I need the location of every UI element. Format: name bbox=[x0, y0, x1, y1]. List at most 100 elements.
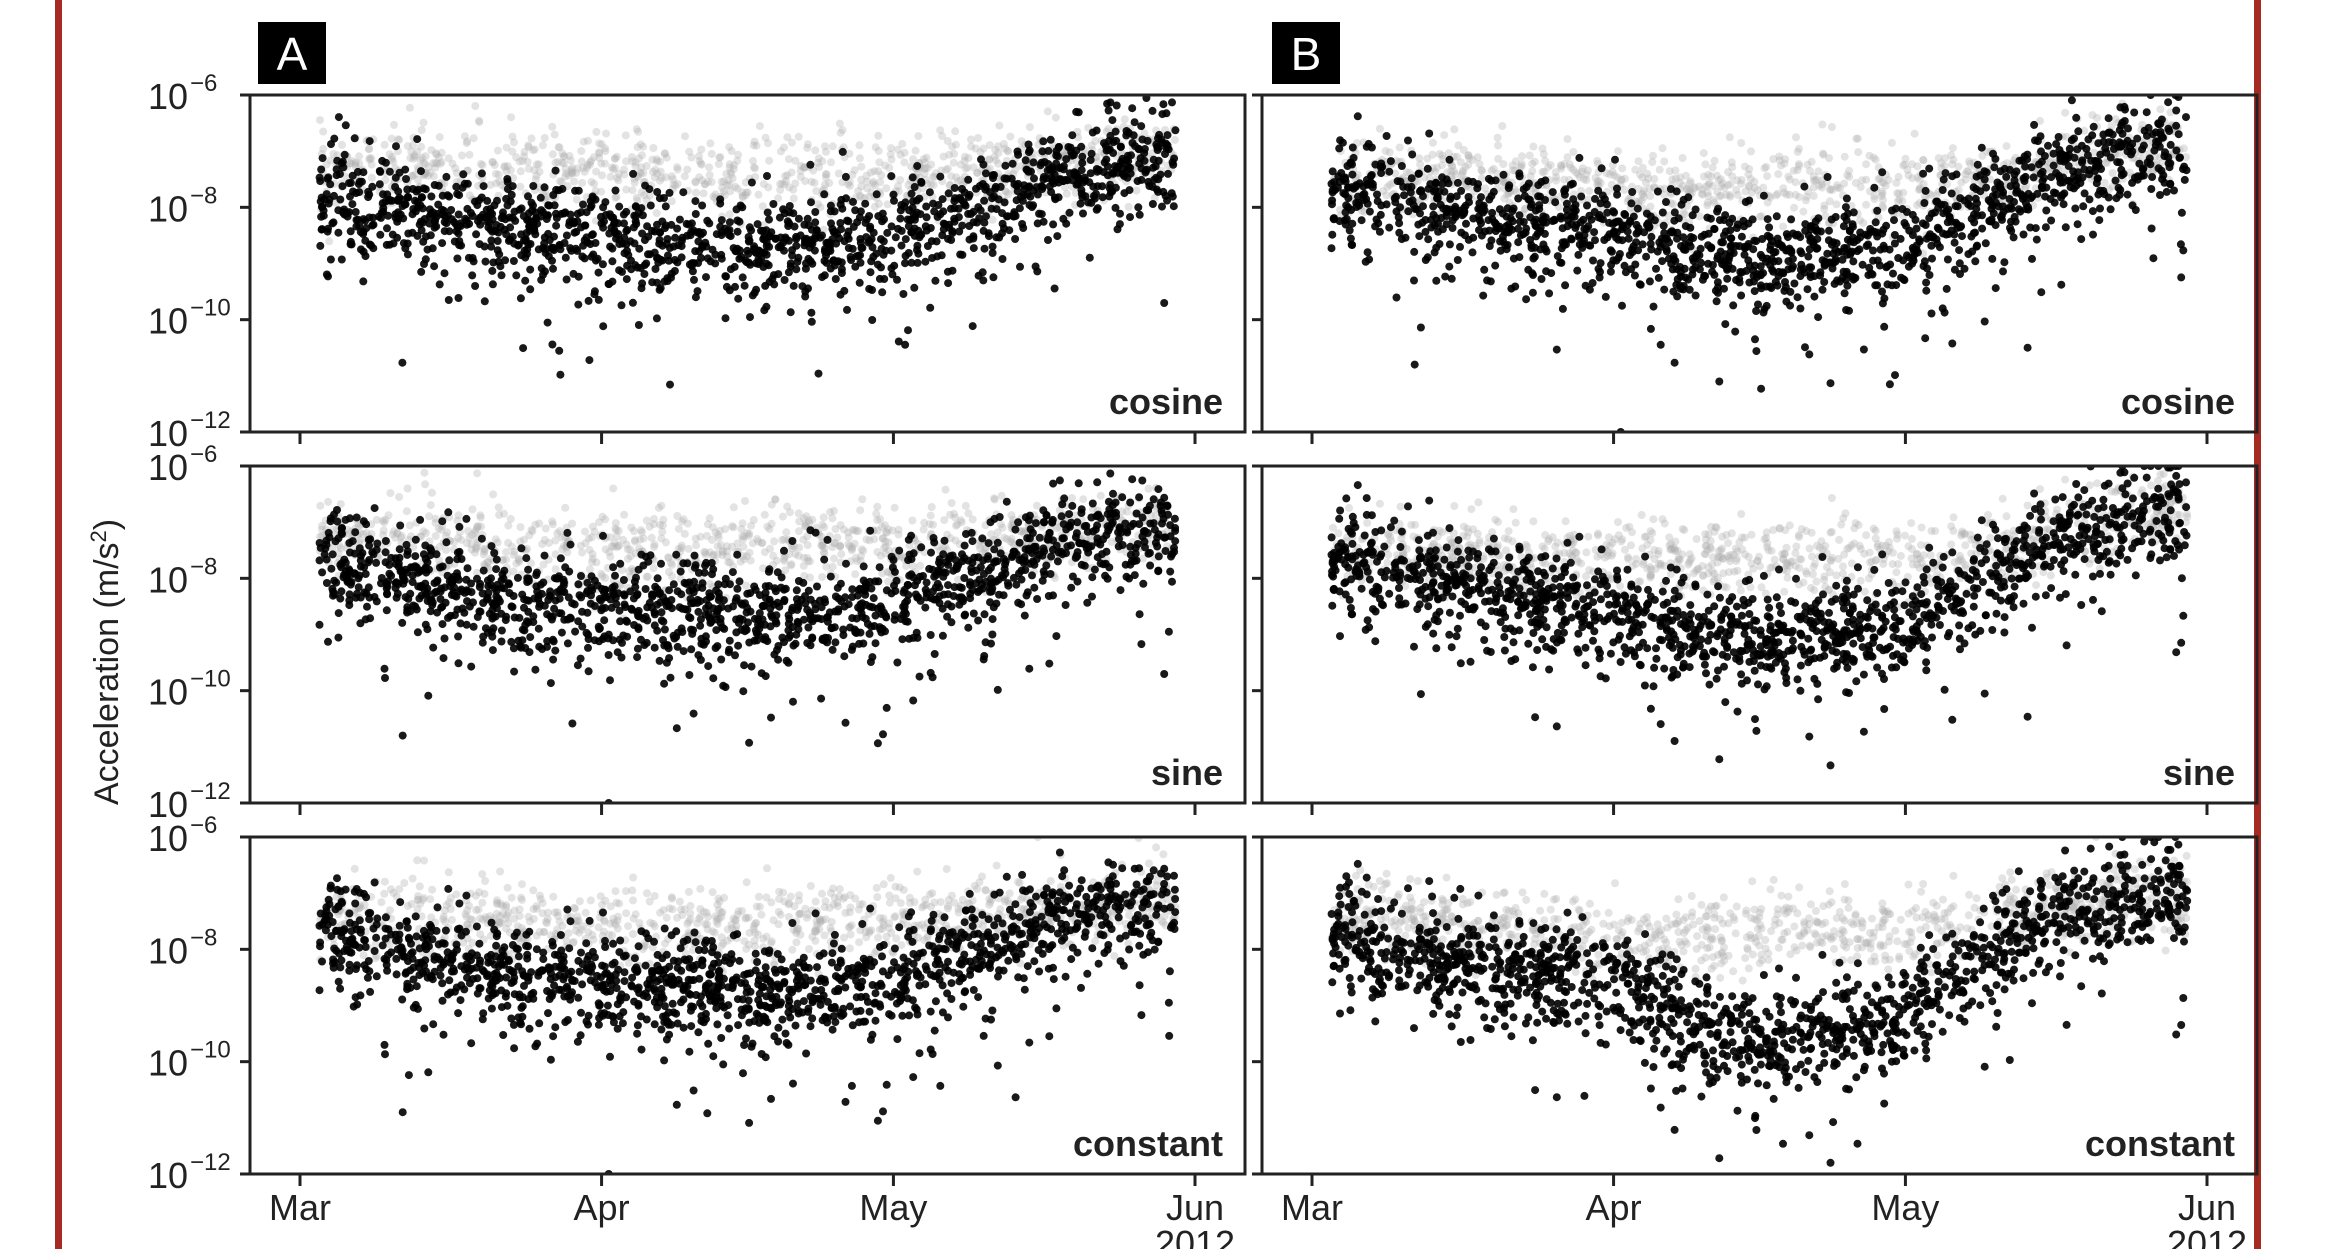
data-point bbox=[336, 500, 345, 509]
data-point bbox=[568, 519, 577, 528]
data-point bbox=[729, 602, 737, 611]
data-point bbox=[503, 162, 512, 171]
data-point bbox=[967, 142, 976, 151]
data-point bbox=[836, 128, 845, 137]
data-point bbox=[781, 172, 790, 181]
data-point bbox=[942, 557, 951, 566]
data-point bbox=[706, 580, 715, 588]
data-point bbox=[566, 156, 575, 165]
data-point bbox=[901, 340, 910, 349]
data-point bbox=[1037, 158, 1046, 167]
data-point bbox=[872, 190, 881, 199]
data-point bbox=[519, 344, 528, 353]
data-point bbox=[377, 579, 385, 588]
data-point bbox=[850, 525, 859, 534]
data-point bbox=[523, 157, 532, 166]
data-point bbox=[968, 558, 977, 567]
data-point bbox=[639, 142, 648, 151]
data-point bbox=[718, 551, 727, 560]
data-point bbox=[1011, 166, 1019, 175]
data-point bbox=[545, 236, 554, 245]
data-point bbox=[379, 204, 388, 213]
data-point bbox=[510, 547, 519, 556]
data-point bbox=[534, 624, 543, 633]
data-point bbox=[887, 928, 896, 937]
data-point bbox=[711, 259, 720, 268]
data-point bbox=[364, 558, 373, 567]
data-point bbox=[1079, 209, 1087, 218]
data-point bbox=[965, 190, 974, 199]
scatter-points bbox=[315, 95, 1180, 389]
data-point bbox=[671, 233, 680, 242]
data-point bbox=[445, 556, 454, 565]
data-point bbox=[981, 638, 990, 647]
data-point bbox=[753, 535, 762, 543]
data-point bbox=[926, 631, 935, 639]
data-point bbox=[857, 609, 866, 618]
data-point bbox=[657, 616, 666, 625]
data-point bbox=[902, 562, 910, 571]
data-point bbox=[585, 160, 594, 169]
data-point bbox=[429, 643, 438, 652]
data-point bbox=[1170, 154, 1179, 163]
data-point bbox=[573, 246, 582, 255]
data-point bbox=[440, 269, 449, 278]
data-point bbox=[398, 358, 407, 367]
data-point bbox=[1076, 199, 1085, 208]
data-point bbox=[653, 157, 662, 166]
data-point bbox=[1160, 670, 1169, 678]
data-point bbox=[515, 157, 524, 166]
data-point bbox=[435, 280, 444, 289]
data-point bbox=[892, 576, 901, 585]
data-point bbox=[704, 662, 713, 671]
data-point bbox=[637, 163, 646, 172]
data-point bbox=[590, 636, 599, 645]
data-point bbox=[946, 534, 955, 543]
data-point bbox=[750, 244, 758, 253]
data-point bbox=[1171, 126, 1180, 135]
data-point bbox=[435, 542, 444, 551]
data-point bbox=[1132, 509, 1141, 518]
data-point bbox=[960, 611, 969, 620]
data-point bbox=[1092, 205, 1101, 214]
data-point bbox=[884, 525, 893, 534]
data-point bbox=[844, 528, 853, 537]
data-point bbox=[708, 245, 717, 254]
data-point bbox=[481, 624, 490, 633]
data-point bbox=[677, 242, 686, 251]
data-point bbox=[968, 585, 977, 594]
data-point bbox=[689, 709, 698, 718]
data-point bbox=[813, 582, 821, 591]
data-point bbox=[763, 637, 772, 646]
data-point bbox=[613, 174, 622, 182]
data-point bbox=[746, 313, 754, 322]
data-point bbox=[1049, 220, 1058, 229]
data-point bbox=[790, 902, 799, 911]
data-point bbox=[500, 163, 509, 172]
data-point bbox=[830, 261, 839, 270]
data-point bbox=[604, 280, 613, 288]
data-point bbox=[1162, 109, 1171, 118]
data-point bbox=[609, 914, 618, 923]
data-point bbox=[529, 618, 538, 627]
data-point bbox=[587, 533, 596, 542]
data-point bbox=[467, 530, 476, 539]
data-point bbox=[501, 256, 510, 265]
data-point bbox=[629, 594, 638, 603]
data-point bbox=[555, 594, 564, 603]
data-point bbox=[950, 184, 959, 192]
data-point bbox=[757, 539, 766, 548]
data-point bbox=[888, 270, 897, 279]
data-point bbox=[734, 641, 743, 650]
data-point bbox=[913, 246, 921, 255]
data-point bbox=[1011, 235, 1020, 243]
data-point bbox=[579, 241, 587, 250]
data-point bbox=[796, 166, 805, 175]
data-point bbox=[611, 154, 620, 163]
data-point bbox=[964, 623, 973, 632]
data-point bbox=[473, 574, 481, 583]
data-point bbox=[488, 266, 497, 275]
data-point bbox=[950, 149, 959, 158]
data-point bbox=[887, 172, 896, 181]
